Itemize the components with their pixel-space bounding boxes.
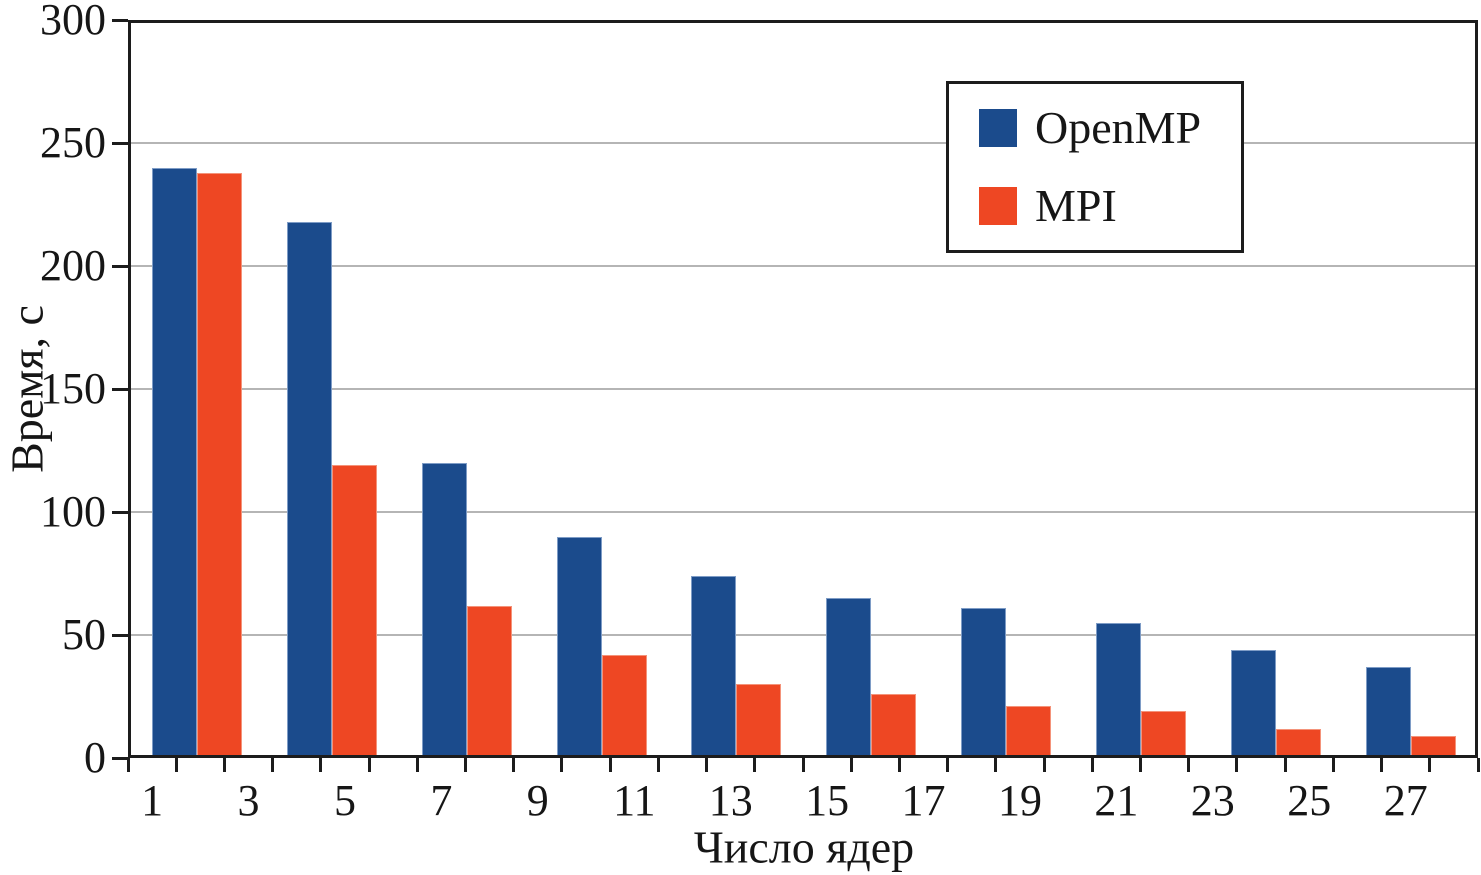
y-tick-200 [112,264,128,268]
bar-openmp-group-7 [961,607,1006,758]
y-tick-label-300: 300 [40,0,106,44]
legend: OpenMP MPI [946,81,1244,253]
x-tick-26 [1380,758,1384,772]
y-tick-50 [112,633,128,637]
x-tick-label-7: 7 [430,776,453,825]
x-tick-10 [608,758,612,772]
x-tick-24 [1283,758,1287,772]
bar-mpi-group-10 [1411,735,1456,758]
y-tick-label-250: 250 [40,118,106,167]
x-tick-22 [1187,758,1191,772]
legend-item-openmp: OpenMP [979,105,1241,151]
x-tick-label-13: 13 [708,776,753,825]
y-tick-250 [112,141,128,145]
x-tick-17 [946,758,950,772]
y-tick-label-150: 150 [40,364,106,413]
bar-openmp-group-4 [556,536,602,758]
x-tick-27 [1428,758,1432,772]
bar-mpi-group-5 [736,684,781,758]
bar-openmp-group-10 [1366,667,1411,758]
plot-area [128,20,1478,758]
x-tick-label-1: 1 [141,776,164,825]
x-tick-28 [1476,758,1480,772]
x-tick-label-5: 5 [334,776,356,825]
x-tick-14 [801,758,805,772]
x-tick-label-23: 23 [1190,776,1235,825]
legend-swatch-mpi [979,187,1017,225]
bar-openmp-group-1 [151,167,197,758]
x-tick-20 [1090,758,1094,772]
bar-mpi-group-3 [466,605,512,758]
x-tick-7 [464,758,467,772]
x-tick-2 [222,758,226,772]
x-tick-11 [656,758,660,772]
x-tick-label-11: 11 [613,776,656,825]
x-tick-16 [897,758,901,772]
x-tick-4 [319,758,323,772]
x-tick-9 [560,758,564,772]
bar-mpi-group-9 [1276,728,1321,758]
bar-mpi-group-2 [331,465,377,758]
x-tick-label-3: 3 [237,776,260,825]
bar-mpi-group-4 [601,654,647,758]
x-tick-0 [126,758,130,772]
gridline-50 [128,634,1478,636]
y-tick-0 [112,756,128,760]
x-tick-label-21: 21 [1094,776,1139,825]
legend-label-mpi: MPI [1035,180,1117,231]
bar-openmp-group-8 [1096,622,1141,758]
bar-openmp-group-6 [826,598,871,758]
bar-openmp-group-3 [421,462,467,758]
x-tick-18 [994,758,998,772]
x-tick-13 [753,758,757,772]
bar-mpi-group-6 [871,694,916,758]
gridline-200 [128,265,1478,267]
bar-openmp-group-9 [1231,649,1276,758]
y-tick-label-100: 100 [40,487,106,536]
legend-item-mpi: MPI [979,183,1241,229]
bar-openmp-group-2 [286,221,332,758]
x-tick-21 [1139,758,1142,772]
x-tick-label-25: 25 [1287,776,1332,825]
bar-mpi-group-1 [196,172,242,758]
y-tick-label-0: 0 [84,733,106,782]
x-tick-8 [512,758,516,772]
x-tick-label-9: 9 [526,776,549,825]
x-tick-19 [1042,758,1046,772]
x-tick-label-17: 17 [901,776,946,825]
bar-openmp-group-5 [691,576,736,758]
y-tick-300 [112,18,128,22]
bar-mpi-group-7 [1006,706,1051,758]
bar-mpi-group-8 [1141,711,1186,758]
gridline-150 [128,388,1478,390]
x-axis-title: Число ядер [693,821,915,873]
x-tick-label-19: 19 [998,776,1042,825]
x-tick-label-27: 27 [1383,776,1428,825]
legend-label-openmp: OpenMP [1035,102,1202,153]
y-tick-100 [112,510,128,514]
x-tick-6 [415,758,419,772]
legend-swatch-openmp [979,109,1017,147]
y-tick-label-200: 200 [40,241,106,290]
x-tick-1 [174,758,178,772]
x-tick-25 [1331,758,1335,772]
x-tick-23 [1235,758,1239,772]
x-tick-12 [705,758,709,772]
x-tick-5 [367,758,371,772]
gridline-100 [128,511,1478,513]
y-tick-label-50: 50 [62,610,106,659]
x-tick-15 [849,758,853,772]
x-tick-label-15: 15 [805,776,850,825]
x-tick-3 [271,758,275,772]
y-tick-150 [112,387,128,391]
gridline-250 [128,142,1478,144]
